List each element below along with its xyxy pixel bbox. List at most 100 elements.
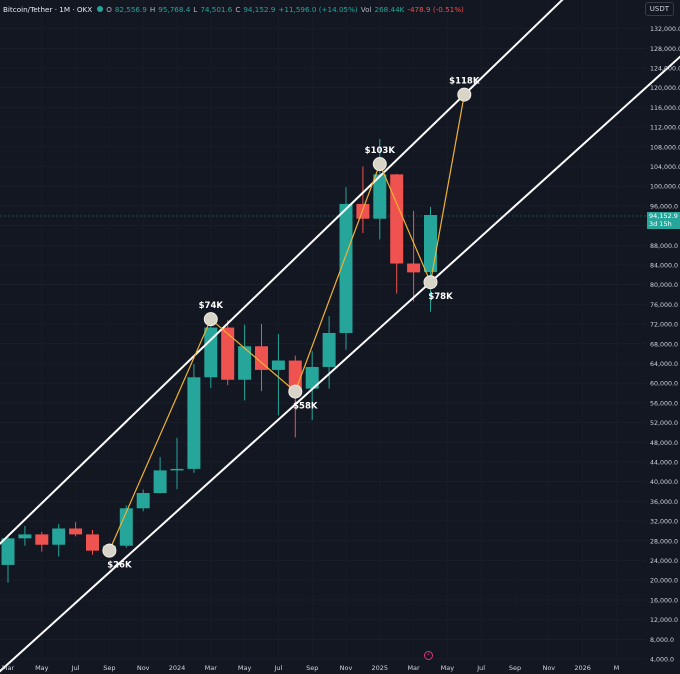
low-value: 74,501.6 <box>200 4 233 14</box>
low-label: L <box>193 4 198 14</box>
candle-body[interactable] <box>238 346 252 380</box>
candle[interactable] <box>69 522 83 537</box>
candle[interactable] <box>170 437 184 490</box>
channel-lower-line[interactable] <box>0 39 680 674</box>
candle-body[interactable] <box>86 534 99 551</box>
candle-body[interactable] <box>136 493 150 509</box>
candle-body[interactable] <box>255 346 268 370</box>
price-axis[interactable]: 4,000.0 8,000.0 12,000.0 16,000.0 20,000.0 24… <box>650 26 680 663</box>
candle[interactable] <box>153 457 167 494</box>
candle-body[interactable] <box>187 377 201 469</box>
change-value: +11,596.0 (+14.05%) <box>278 4 358 14</box>
price-annotation-label: $103K <box>365 146 396 156</box>
price-tick-label: 28,000.0 <box>650 538 678 545</box>
high-label: H <box>149 4 156 14</box>
candle[interactable] <box>18 526 32 546</box>
time-tick-label: Mar <box>407 664 420 672</box>
symbol-header: Bitcoin/Tether · 1M · OKX O 82,556.9 H 95,… <box>3 3 464 15</box>
candle[interactable] <box>52 524 66 557</box>
price-tick-label: 96,000.0 <box>650 203 678 210</box>
candle-body[interactable] <box>390 174 404 264</box>
candle[interactable] <box>1 534 15 583</box>
price-annotation-label: $74K <box>199 301 224 311</box>
candles[interactable] <box>1 138 438 583</box>
time-axis[interactable]: Mar May Jul Sep Nov 2024 Mar May Jul Sep Nov 2025 Ma… <box>2 664 619 672</box>
time-tick-label: Jul <box>476 664 485 672</box>
candle-body[interactable] <box>1 538 15 565</box>
pivot-marker <box>372 157 387 172</box>
pivot-marker <box>203 312 218 327</box>
candle[interactable] <box>204 315 218 389</box>
candle-body[interactable] <box>35 534 49 545</box>
candle[interactable] <box>238 324 252 401</box>
candle[interactable] <box>136 489 150 512</box>
time-tick-label: Jul <box>71 664 80 672</box>
candle-body[interactable] <box>52 528 66 545</box>
price-tick-label: 76,000.0 <box>650 302 678 309</box>
last-price-value: 94,152.9 <box>649 212 678 220</box>
price-tick-label: 20,000.0 <box>650 578 678 585</box>
time-tick-label: Sep <box>509 664 521 672</box>
candle-body[interactable] <box>356 203 370 219</box>
candle-body[interactable] <box>18 534 32 539</box>
candle-body[interactable] <box>322 332 336 367</box>
candle-body[interactable] <box>373 174 387 219</box>
channel-upper-line[interactable] <box>0 0 680 563</box>
pivot-marker <box>288 384 303 399</box>
candle-body[interactable] <box>407 263 421 273</box>
volume-label: Vol <box>360 4 372 14</box>
grid-lines <box>0 28 646 660</box>
candle[interactable] <box>424 207 437 312</box>
price-tick-label: 132,000.0 <box>650 26 680 33</box>
price-tick-label: 80,000.0 <box>650 282 678 289</box>
price-tick-label: 40,000.0 <box>650 479 678 486</box>
candle[interactable] <box>322 316 336 389</box>
pivot-marker <box>457 87 472 102</box>
candle-body[interactable] <box>271 360 285 370</box>
price-tick-label: 84,000.0 <box>650 263 678 270</box>
candle[interactable] <box>255 324 268 392</box>
candle-body[interactable] <box>153 470 167 494</box>
open-label: O <box>106 4 112 14</box>
price-tick-label: 56,000.0 <box>650 400 678 407</box>
candle[interactable] <box>356 166 370 233</box>
tradingview-logo-icon[interactable]: ⚡ <box>424 651 433 660</box>
time-tick-label: Sep <box>103 664 115 672</box>
candle[interactable] <box>305 351 319 421</box>
time-tick-label: 2025 <box>372 664 389 672</box>
price-tick-label: 12,000.0 <box>650 617 678 624</box>
price-tick-label: 128,000.0 <box>650 46 680 53</box>
price-tick-label: 72,000.0 <box>650 322 678 329</box>
candle-body[interactable] <box>339 203 353 333</box>
candle-body[interactable] <box>305 366 319 389</box>
candle[interactable] <box>407 210 421 302</box>
candle[interactable] <box>271 333 285 416</box>
candle-body[interactable] <box>288 360 302 389</box>
symbol-title[interactable]: Bitcoin/Tether · 1M · OKX <box>3 4 93 14</box>
candle-body[interactable] <box>221 327 235 380</box>
candle[interactable] <box>35 531 49 552</box>
time-tick-label: Mar <box>205 664 218 672</box>
time-tick-label: Nov <box>137 664 150 672</box>
swing-path-line <box>108 94 465 551</box>
candle[interactable] <box>339 187 353 350</box>
currency-button[interactable]: USDT <box>644 2 674 16</box>
candle[interactable] <box>187 363 201 473</box>
candle-body[interactable] <box>69 528 83 535</box>
candle[interactable] <box>373 138 387 240</box>
countdown-value: 3d 15h <box>649 220 672 228</box>
candle[interactable] <box>221 320 235 386</box>
candle-body[interactable] <box>204 327 218 378</box>
candle[interactable] <box>86 529 99 555</box>
time-tick-label: Jul <box>273 664 282 672</box>
price-tick-label: 44,000.0 <box>650 460 678 467</box>
price-tick-label: 88,000.0 <box>650 243 678 250</box>
candle-body[interactable] <box>119 508 133 546</box>
pivot-marker <box>423 275 438 290</box>
price-tick-label: 104,000.0 <box>650 164 680 171</box>
price-tick-label: 64,000.0 <box>650 361 678 368</box>
candle-body[interactable] <box>170 468 184 471</box>
candle-body[interactable] <box>424 214 437 273</box>
